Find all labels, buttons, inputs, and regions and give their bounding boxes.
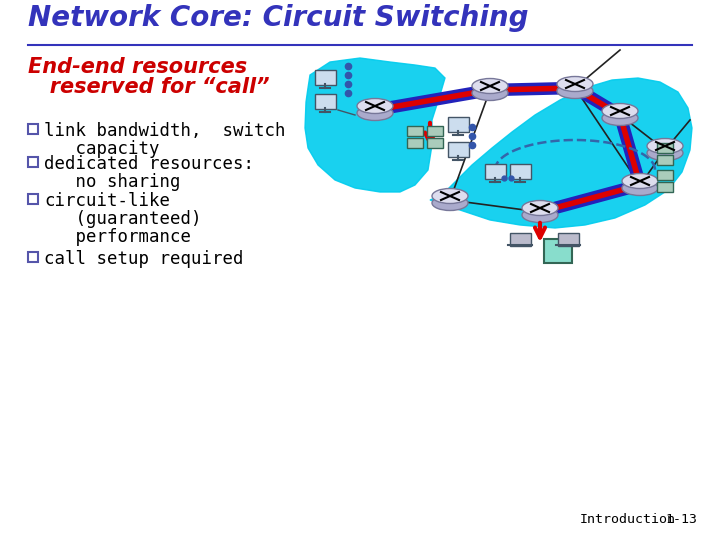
FancyBboxPatch shape bbox=[657, 170, 673, 180]
Ellipse shape bbox=[602, 111, 638, 125]
Polygon shape bbox=[430, 78, 692, 228]
Text: link bandwidth,  switch: link bandwidth, switch bbox=[44, 122, 286, 140]
Ellipse shape bbox=[522, 207, 558, 222]
Text: End-end resources: End-end resources bbox=[28, 57, 247, 77]
Text: Network Core: Circuit Switching: Network Core: Circuit Switching bbox=[28, 4, 528, 32]
FancyBboxPatch shape bbox=[28, 194, 38, 204]
Ellipse shape bbox=[472, 85, 508, 100]
FancyBboxPatch shape bbox=[427, 126, 443, 136]
FancyBboxPatch shape bbox=[510, 164, 531, 179]
FancyBboxPatch shape bbox=[657, 182, 673, 192]
Ellipse shape bbox=[522, 200, 558, 215]
Ellipse shape bbox=[557, 84, 593, 98]
FancyBboxPatch shape bbox=[448, 117, 469, 132]
FancyBboxPatch shape bbox=[657, 143, 673, 153]
FancyBboxPatch shape bbox=[448, 141, 469, 157]
FancyBboxPatch shape bbox=[28, 252, 38, 262]
FancyBboxPatch shape bbox=[657, 155, 673, 165]
Ellipse shape bbox=[357, 105, 393, 120]
FancyBboxPatch shape bbox=[28, 124, 38, 134]
Ellipse shape bbox=[647, 138, 683, 153]
Text: dedicated resources:: dedicated resources: bbox=[44, 155, 254, 173]
FancyBboxPatch shape bbox=[407, 126, 423, 136]
FancyBboxPatch shape bbox=[315, 93, 336, 109]
Text: 1-13: 1-13 bbox=[665, 513, 697, 526]
FancyBboxPatch shape bbox=[315, 70, 336, 84]
Ellipse shape bbox=[622, 173, 658, 188]
Ellipse shape bbox=[432, 188, 468, 204]
FancyBboxPatch shape bbox=[510, 233, 531, 246]
Ellipse shape bbox=[432, 195, 468, 211]
Polygon shape bbox=[305, 58, 445, 192]
Text: capacity: capacity bbox=[44, 140, 160, 158]
Text: no sharing: no sharing bbox=[44, 173, 181, 191]
FancyBboxPatch shape bbox=[544, 239, 572, 263]
FancyBboxPatch shape bbox=[557, 233, 578, 246]
FancyBboxPatch shape bbox=[427, 138, 443, 148]
FancyBboxPatch shape bbox=[485, 164, 505, 179]
Ellipse shape bbox=[557, 77, 593, 91]
Text: reserved for “call”: reserved for “call” bbox=[28, 77, 269, 97]
Text: Introduction: Introduction bbox=[580, 513, 676, 526]
Ellipse shape bbox=[647, 145, 683, 160]
Ellipse shape bbox=[472, 78, 508, 93]
Ellipse shape bbox=[622, 180, 658, 195]
Text: performance: performance bbox=[44, 228, 191, 246]
Ellipse shape bbox=[357, 98, 393, 113]
Text: (guaranteed): (guaranteed) bbox=[44, 210, 202, 228]
Ellipse shape bbox=[602, 104, 638, 118]
FancyBboxPatch shape bbox=[407, 138, 423, 148]
Text: call setup required: call setup required bbox=[44, 250, 243, 268]
FancyBboxPatch shape bbox=[28, 157, 38, 167]
Text: circuit-like: circuit-like bbox=[44, 192, 170, 210]
